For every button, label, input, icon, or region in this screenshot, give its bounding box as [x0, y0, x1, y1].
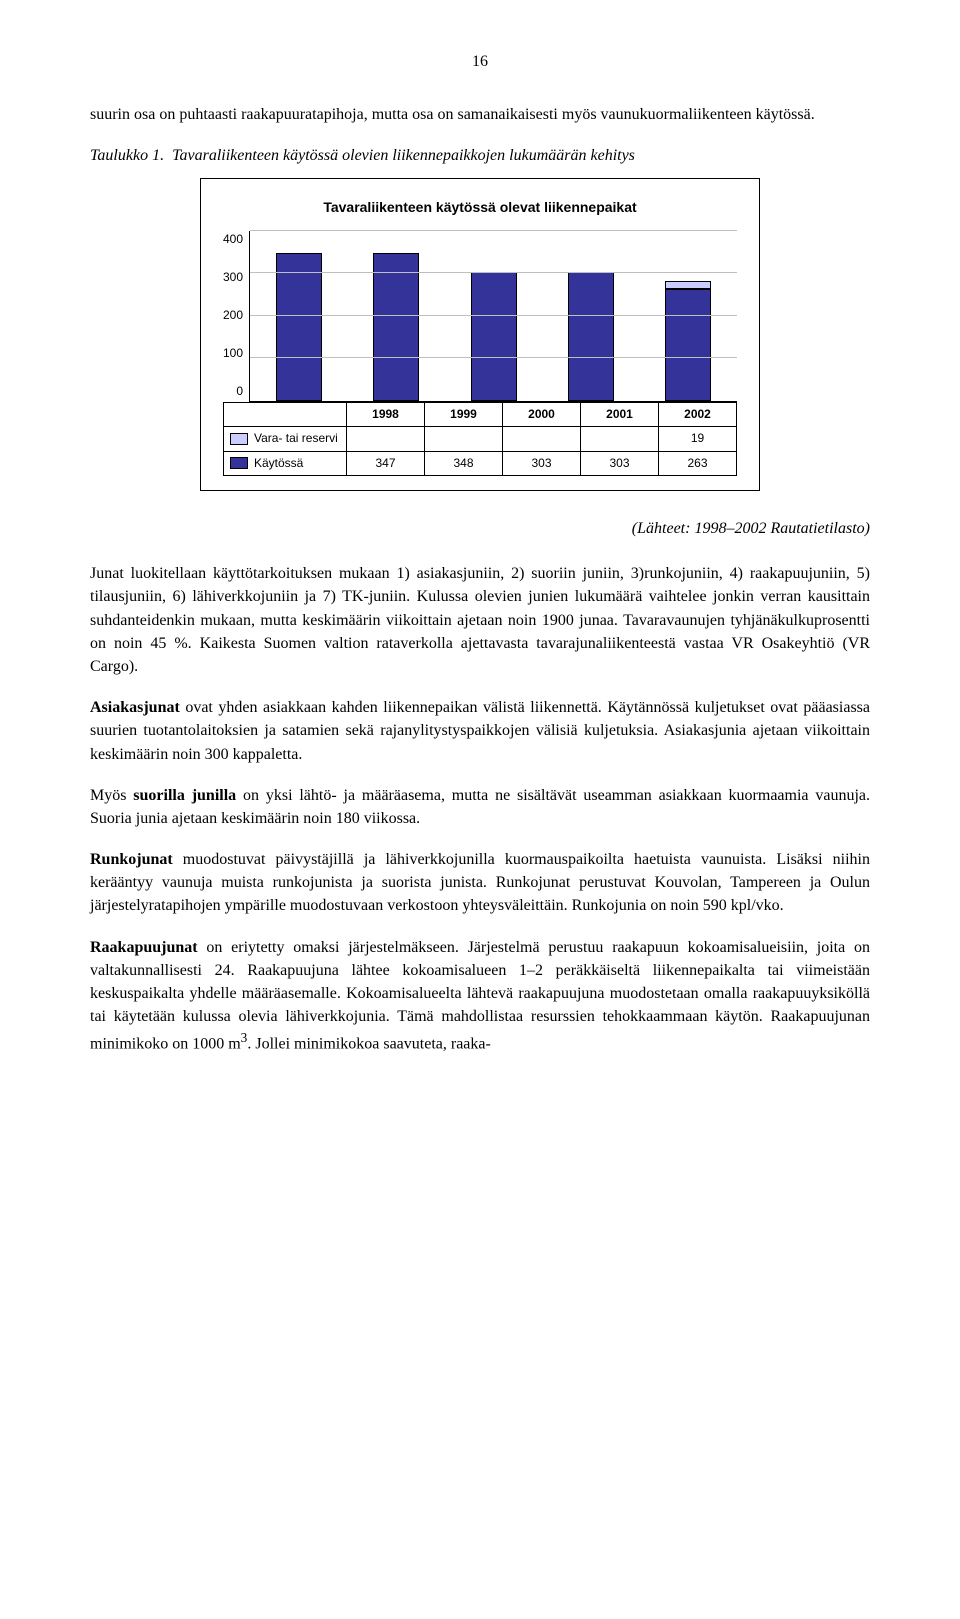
- table-cell: [581, 427, 659, 451]
- bold-asiakasjunat: Asiakasjunat: [90, 699, 180, 716]
- table-year-header: 2000: [503, 402, 581, 426]
- bar-slot: [471, 272, 517, 401]
- caption-text: Tavaraliikenteen käytössä olevien liiken…: [172, 147, 635, 164]
- table-cell: 263: [659, 451, 737, 475]
- row-header-vara: Vara- tai reservi: [224, 427, 347, 451]
- table-cell: 19: [659, 427, 737, 451]
- table-year-header: 2002: [659, 402, 737, 426]
- bar-segment-vara: [665, 281, 711, 289]
- text-raakapuu-tail: . Jollei minimikokoa saavuteta, raaka-: [247, 1036, 490, 1053]
- bar-segment-kaytossa: [373, 253, 419, 401]
- chart-title: Tavaraliikenteen käytössä olevat liikenn…: [223, 197, 737, 217]
- grid-line: [250, 272, 737, 273]
- bar-segment-kaytossa: [276, 253, 322, 400]
- paragraph-raakapuu: Raakapuujunat on eriytetty omaksi järjes…: [90, 936, 870, 1056]
- text-runkojunat: muodostuvat päivystäjillä ja lähiverkkoj…: [90, 851, 870, 914]
- y-tick-label: 0: [236, 383, 243, 400]
- bar-slot: [568, 272, 614, 401]
- table-year-header: 1999: [425, 402, 503, 426]
- paragraph-runkojunat: Runkojunat muodostuvat päivystäjillä ja …: [90, 848, 870, 918]
- bar-slot: [276, 253, 322, 400]
- bar-slot: [665, 281, 711, 401]
- grid-line: [250, 357, 737, 358]
- chart-plot: [249, 231, 737, 402]
- table-cell: 303: [503, 451, 581, 475]
- y-tick-label: 300: [223, 269, 243, 286]
- liikennepaikat-chart: Tavaraliikenteen käytössä olevat liikenn…: [200, 178, 760, 491]
- table-cell: 303: [581, 451, 659, 475]
- table-cell: [425, 427, 503, 451]
- document-page: 16 suurin osa on puhtaasti raakapuuratap…: [0, 0, 960, 1126]
- bold-suorat: suorilla junilla: [133, 787, 236, 804]
- chart-bars-container: [250, 231, 737, 401]
- table-cell: 347: [347, 451, 425, 475]
- swatch-vara: [230, 433, 248, 445]
- table-year-header: 1998: [347, 402, 425, 426]
- caption-lead: Taulukko 1.: [90, 147, 164, 164]
- text-suorat-a: Myös: [90, 787, 133, 804]
- paragraph-suorat: Myös suorilla junilla on yksi lähtö- ja …: [90, 784, 870, 830]
- table-cell: 348: [425, 451, 503, 475]
- chart-area: 400 300 200 100 0: [223, 231, 737, 402]
- row-kaytossa-label: Käytössä: [254, 456, 303, 470]
- bar-segment-kaytossa: [471, 272, 517, 401]
- page-number: 16: [90, 50, 870, 73]
- y-tick-label: 100: [223, 345, 243, 362]
- paragraph-intro: suurin osa on puhtaasti raakapuuratapiho…: [90, 103, 870, 126]
- chart-data-table: 19981999200020012002 Vara- tai reservi 1…: [223, 402, 737, 476]
- table-caption: Taulukko 1. Tavaraliikenteen käytössä ol…: [90, 144, 870, 167]
- row-vara-label: Vara- tai reservi: [254, 431, 338, 445]
- grid-line: [250, 315, 737, 316]
- table-cell: [347, 427, 425, 451]
- chart-y-axis: 400 300 200 100 0: [223, 231, 249, 401]
- text-asiakasjunat: ovat yhden asiakkaan kahden liikennepaik…: [90, 699, 870, 762]
- bold-runkojunat: Runkojunat: [90, 851, 173, 868]
- row-header-kaytossa: Käytössä: [224, 451, 347, 475]
- table-cell: [503, 427, 581, 451]
- bold-raakapuu: Raakapuujunat: [90, 939, 198, 956]
- table-year-header: 2001: [581, 402, 659, 426]
- source-citation: (Lähteet: 1998–2002 Rautatietilasto): [90, 517, 870, 540]
- bar-segment-kaytossa: [568, 272, 614, 401]
- y-tick-label: 400: [223, 231, 243, 248]
- table-corner-cell: [224, 402, 347, 426]
- bar-slot: [373, 253, 419, 401]
- grid-line: [250, 230, 737, 231]
- paragraph-junatyypit: Junat luokitellaan käyttötarkoituksen mu…: [90, 562, 870, 678]
- bar-segment-kaytossa: [665, 289, 711, 401]
- y-tick-label: 200: [223, 307, 243, 324]
- swatch-kaytossa: [230, 457, 248, 469]
- paragraph-asiakasjunat: Asiakasjunat ovat yhden asiakkaan kahden…: [90, 696, 870, 766]
